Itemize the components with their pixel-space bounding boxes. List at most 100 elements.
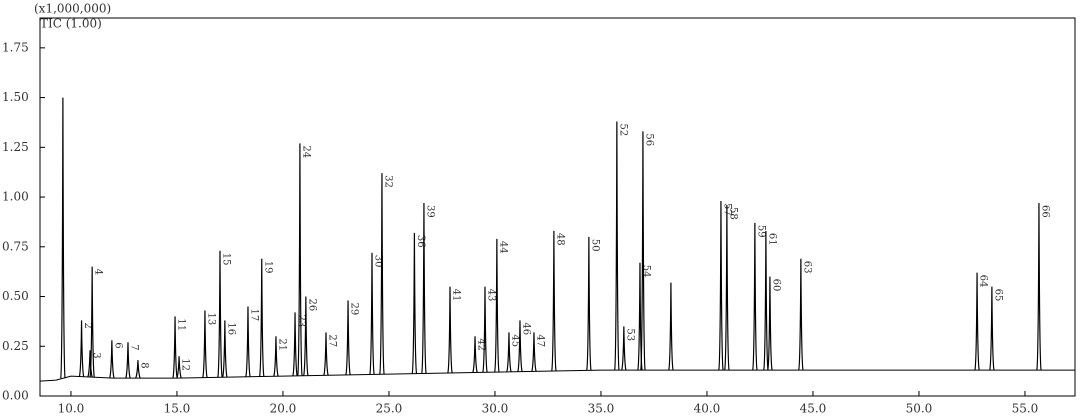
- x-tick-label: 40.0: [694, 402, 721, 416]
- peak: [494, 238, 500, 373]
- peak-label: 16: [225, 322, 236, 335]
- peak-label: 42: [476, 338, 487, 351]
- peak-label: 64: [978, 275, 989, 288]
- peak-label: 50: [589, 239, 600, 252]
- peak: [668, 282, 674, 371]
- x-tick-label: 20.0: [270, 402, 297, 416]
- peak: [297, 143, 303, 377]
- y-tick-label: 0.50: [2, 289, 29, 303]
- peak-label: 29: [349, 303, 360, 316]
- peak: [718, 201, 724, 371]
- peak: [303, 296, 309, 376]
- peak-label: 4: [93, 269, 104, 275]
- peak-label: 44: [497, 241, 508, 254]
- peak-label: 54: [640, 265, 651, 278]
- peak: [767, 276, 773, 371]
- peak: [176, 356, 182, 379]
- x-tick-label: 25.0: [376, 402, 403, 416]
- peak-label: 13: [205, 312, 216, 325]
- peak: [89, 266, 95, 378]
- peak-label: 63: [801, 261, 812, 274]
- peak-label: 7: [128, 344, 139, 350]
- peak-label: 24: [300, 145, 311, 158]
- peak-label: 21: [276, 338, 287, 351]
- peak-label: 19: [262, 261, 273, 274]
- y-tick-label: 1.75: [2, 40, 29, 54]
- y-tick-label: 0.75: [2, 239, 29, 253]
- peak: [614, 121, 620, 371]
- peak: [724, 205, 730, 371]
- peak-label: 47: [534, 334, 545, 347]
- peak: [640, 131, 646, 371]
- peak: [974, 272, 980, 371]
- peak-label: 17: [248, 308, 259, 321]
- peak: [517, 320, 523, 372]
- peak-label: 59: [755, 225, 766, 238]
- peak: [621, 326, 627, 371]
- peak-label: 15: [220, 253, 231, 266]
- x-tick-label: 15.0: [164, 402, 191, 416]
- x-tick-label: 55.0: [1012, 402, 1039, 416]
- peak: [482, 286, 488, 373]
- peak-label: 8: [138, 362, 149, 368]
- peak-label: 32: [382, 175, 393, 188]
- peak: [245, 306, 251, 377]
- peak: [258, 258, 265, 377]
- peak: [989, 286, 995, 371]
- peak: [411, 232, 418, 374]
- peak: [531, 332, 537, 372]
- peak: [60, 97, 66, 379]
- peak-label: 53: [624, 328, 635, 341]
- x-tick-label: 10.0: [58, 402, 85, 416]
- peak: [273, 336, 279, 377]
- peak-label: 26: [306, 299, 317, 312]
- y-tick-label: 0.00: [2, 389, 29, 403]
- peak: [217, 250, 223, 378]
- peak: [421, 203, 427, 374]
- peak-label: 6: [112, 342, 123, 348]
- peak: [763, 230, 769, 371]
- peak: [109, 340, 115, 379]
- peak-label: 60: [770, 279, 781, 292]
- peak: [369, 252, 375, 375]
- peak: [586, 236, 592, 371]
- peak-label: 66: [1039, 205, 1050, 218]
- peak-label: 12: [180, 358, 191, 371]
- peak-label: 43: [485, 289, 496, 302]
- peak: [172, 316, 178, 379]
- x-tick-label: 45.0: [800, 402, 827, 416]
- y-tick-label: 0.25: [2, 339, 29, 353]
- peak-label: 56: [643, 133, 654, 146]
- y-tick-label: 1.00: [2, 190, 29, 204]
- trace-name: TIC (1.00): [40, 17, 102, 31]
- peak-label: 30: [372, 255, 383, 268]
- peak: [551, 230, 557, 372]
- peak-label: 45: [509, 334, 520, 347]
- peak: [1036, 203, 1042, 371]
- peak-label: 39: [424, 205, 435, 218]
- peak-label: 2: [82, 322, 93, 328]
- peak-label: 61: [766, 233, 777, 246]
- peak-label: 65: [992, 289, 1003, 302]
- peak: [125, 342, 131, 379]
- peak-label: 11: [176, 318, 187, 331]
- peak-label: 46: [520, 322, 531, 335]
- peak: [472, 336, 478, 373]
- peak: [78, 320, 85, 377]
- peak: [323, 332, 329, 376]
- peak-label: 48: [554, 233, 565, 246]
- peak: [222, 320, 228, 378]
- peak: [506, 332, 512, 373]
- peak: [87, 350, 93, 378]
- peak-label: 27: [326, 334, 337, 347]
- peak-label: 58: [727, 207, 738, 220]
- peak-label: 41: [451, 289, 462, 302]
- peak-label: 36: [415, 235, 426, 248]
- peak: [752, 222, 758, 371]
- peak: [379, 173, 385, 375]
- peak-label: 3: [91, 352, 102, 358]
- x-tick-label: 50.0: [906, 402, 933, 416]
- x-tick-label: 35.0: [588, 402, 615, 416]
- peak: [135, 360, 141, 379]
